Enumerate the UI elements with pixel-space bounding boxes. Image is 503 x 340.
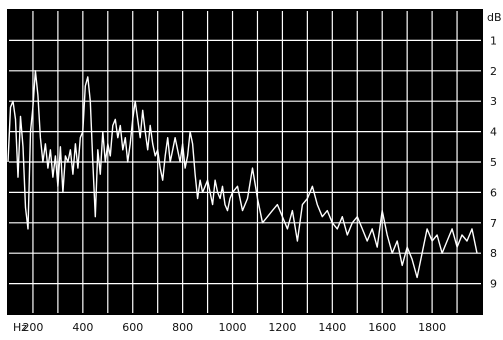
x-tick-label: 1200 xyxy=(268,321,296,334)
y-tick-label: 4 xyxy=(490,126,497,139)
y-tick-label: 2 xyxy=(490,65,497,78)
y-tick-label: 3 xyxy=(490,95,497,108)
y-tick-label: 7 xyxy=(490,217,497,230)
series-line-0 xyxy=(7,70,478,279)
y-tick-label: 6 xyxy=(490,186,497,199)
x-tick-label: 600 xyxy=(122,321,143,334)
x-tick-label: 200 xyxy=(22,321,43,334)
series-layer xyxy=(7,70,478,279)
y-tick-labels: 1 2 3 4 5 6 7 8 9 xyxy=(490,34,497,290)
y-tick-label: 9 xyxy=(490,278,497,291)
x-tick-labels: 200 400 600 800 1000 1200 1400 1600 1800 xyxy=(22,321,446,334)
x-tick-label: 1000 xyxy=(219,321,247,334)
y-tick-label: 8 xyxy=(490,247,497,260)
x-axis-unit-label: Hz xyxy=(13,321,27,334)
y-tick-label: 5 xyxy=(490,156,497,169)
x-tick-label: 1800 xyxy=(418,321,446,334)
y-axis-unit-label: dB xyxy=(487,11,502,24)
y-tick-label: 1 xyxy=(490,34,497,47)
x-tick-label: 400 xyxy=(72,321,93,334)
x-tick-label: 1600 xyxy=(368,321,396,334)
x-tick-label: 800 xyxy=(172,321,193,334)
x-tick-label: 1400 xyxy=(318,321,346,334)
